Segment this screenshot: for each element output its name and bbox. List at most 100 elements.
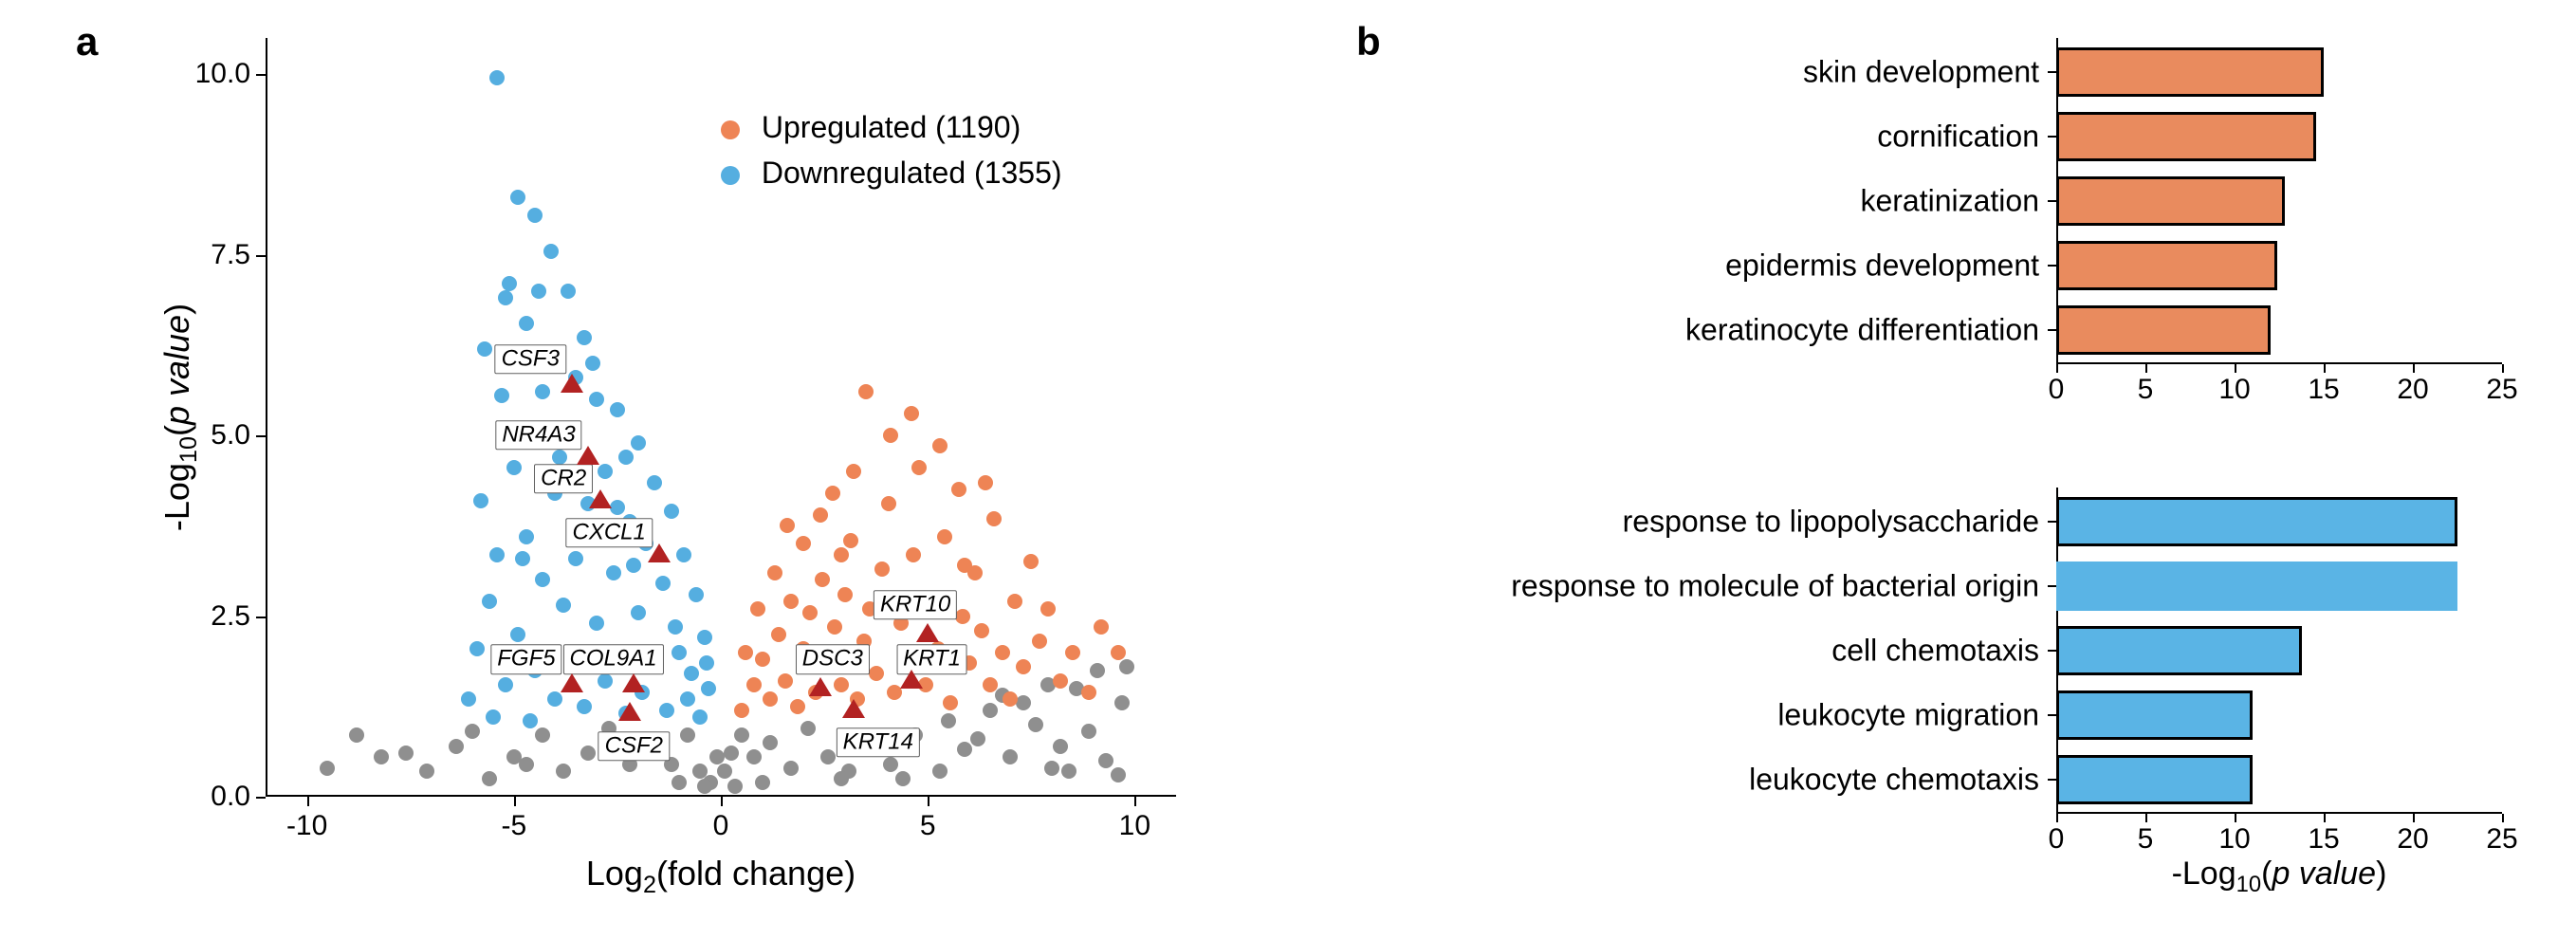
- volcano-point: [1090, 663, 1105, 678]
- volcano-point: [837, 587, 853, 602]
- volcano-point: [1081, 724, 1096, 739]
- volcano-point: [983, 677, 998, 692]
- panel-a-label: a: [76, 19, 98, 64]
- volcano-point: [489, 547, 505, 562]
- figure-root: a b -10-505100.02.55.07.510.0CSF3NR4A3CR…: [0, 0, 2576, 939]
- volcano-point: [955, 609, 970, 624]
- go-bar-category-label: cell chemotaxis: [1425, 634, 2039, 669]
- volcano-point: [523, 713, 538, 728]
- volcano-point: [1032, 634, 1047, 649]
- go-bar-x-tick-label: 25: [2486, 374, 2517, 406]
- volcano-point: [874, 562, 890, 577]
- volcano-point: [978, 475, 993, 490]
- volcano-point: [689, 587, 704, 602]
- go-bar-x-tick: [2056, 364, 2058, 373]
- volcano-point: [672, 645, 687, 660]
- volcano-point: [858, 384, 874, 399]
- go-bar-x-axis: [2056, 812, 2502, 814]
- volcano-point: [519, 529, 534, 544]
- gene-highlight-triangle-icon: [648, 543, 671, 562]
- gene-highlight-triangle-icon: [561, 673, 583, 692]
- volcano-point: [697, 630, 712, 645]
- volcano-point: [419, 764, 434, 779]
- gene-highlight-triangle-icon: [561, 374, 583, 393]
- volcano-point: [561, 284, 576, 299]
- volcano-point: [1023, 554, 1039, 569]
- volcano-point: [904, 406, 919, 421]
- go-bar-x-axis-title: -Log10(p value): [2172, 856, 2387, 898]
- volcano-point: [676, 547, 691, 562]
- volcano-y-tick-label: 2.5: [175, 600, 250, 633]
- volcano-point: [477, 341, 492, 357]
- volcano-point: [519, 316, 534, 331]
- volcano-x-axis-title: Log2(fold change): [586, 854, 856, 899]
- volcano-y-axis: [266, 38, 267, 797]
- go-bar-x-tick: [2502, 814, 2504, 822]
- volcano-y-tick-label: 0.0: [175, 781, 250, 813]
- go-bar-x-tick-label: 5: [2138, 823, 2154, 856]
- volcano-y-tick: [256, 797, 266, 799]
- volcano-point: [489, 70, 505, 85]
- go-bar: [2056, 47, 2324, 97]
- go-bar-category-label: leukocyte migration: [1425, 698, 2039, 733]
- volcano-point: [796, 536, 811, 551]
- volcano-point: [825, 486, 840, 501]
- volcano-point: [881, 496, 896, 511]
- volcano-point: [498, 677, 513, 692]
- volcano-point: [1114, 695, 1130, 710]
- volcano-point: [626, 558, 641, 573]
- go-bar-plot-area: [2056, 38, 2502, 364]
- go-bar: [2056, 112, 2316, 161]
- volcano-point: [763, 691, 778, 707]
- volcano-point: [473, 493, 488, 508]
- go-bar-category-label: response to molecule of bacterial origin: [1425, 569, 2039, 604]
- volcano-point: [834, 771, 849, 786]
- volcano-point: [957, 558, 972, 573]
- volcano-point: [843, 533, 858, 548]
- legend-down-text: Downregulated (1355): [762, 156, 1062, 190]
- volcano-point: [995, 645, 1010, 660]
- go-bar-x-tick: [2145, 814, 2147, 822]
- volcano-point: [951, 482, 966, 497]
- volcano-point: [1028, 717, 1043, 732]
- volcano-point: [717, 764, 732, 779]
- volcano-point: [659, 703, 674, 718]
- volcano-point: [547, 691, 562, 707]
- legend-up-text: Upregulated (1190): [762, 110, 1021, 144]
- go-bar-x-tick-label: 25: [2486, 823, 2517, 856]
- volcano-point: [1061, 764, 1076, 779]
- go-bar: [2056, 497, 2457, 546]
- volcano-point: [709, 749, 725, 764]
- volcano-point: [1040, 601, 1056, 617]
- go-bar: [2056, 626, 2302, 675]
- go-bar: [2056, 562, 2457, 611]
- volcano-point: [943, 695, 958, 710]
- go-bar-x-tick-label: 15: [2308, 374, 2339, 406]
- volcano-point: [668, 619, 683, 635]
- go-bar-x-tick: [2235, 364, 2236, 373]
- go-bar-subplot: response to lipopolysaccharideresponse t…: [1423, 488, 2542, 890]
- go-bar-category-label: keratinocyte differentiation: [1425, 313, 2039, 348]
- go-bar-subplot: skin developmentcornificationkeratinizat…: [1423, 38, 2542, 440]
- go-bar-y-tick: [2048, 265, 2056, 267]
- go-bar-x-tick: [2235, 814, 2236, 822]
- volcano-point: [531, 284, 546, 299]
- legend-dot-up-icon: [721, 120, 740, 139]
- volcano-point: [1003, 691, 1018, 707]
- volcano-point: [577, 699, 592, 714]
- volcano-point: [906, 547, 921, 562]
- volcano-point: [815, 572, 830, 587]
- go-bar-x-tick: [2413, 814, 2415, 822]
- go-bar-category-label: cornification: [1425, 120, 2039, 155]
- volcano-point: [684, 666, 699, 681]
- volcano-point: [820, 749, 836, 764]
- go-bar-x-tick-label: 10: [2218, 823, 2250, 856]
- volcano-point: [813, 507, 828, 523]
- volcano-point: [941, 713, 956, 728]
- volcano-y-tick-label: 7.5: [175, 239, 250, 271]
- go-bar-x-tick-label: 20: [2397, 823, 2428, 856]
- go-bar-x-tick: [2145, 364, 2147, 373]
- volcano-point: [911, 460, 927, 475]
- go-bar-x-tick-label: 0: [2049, 374, 2065, 406]
- legend-dot-down-icon: [721, 166, 740, 185]
